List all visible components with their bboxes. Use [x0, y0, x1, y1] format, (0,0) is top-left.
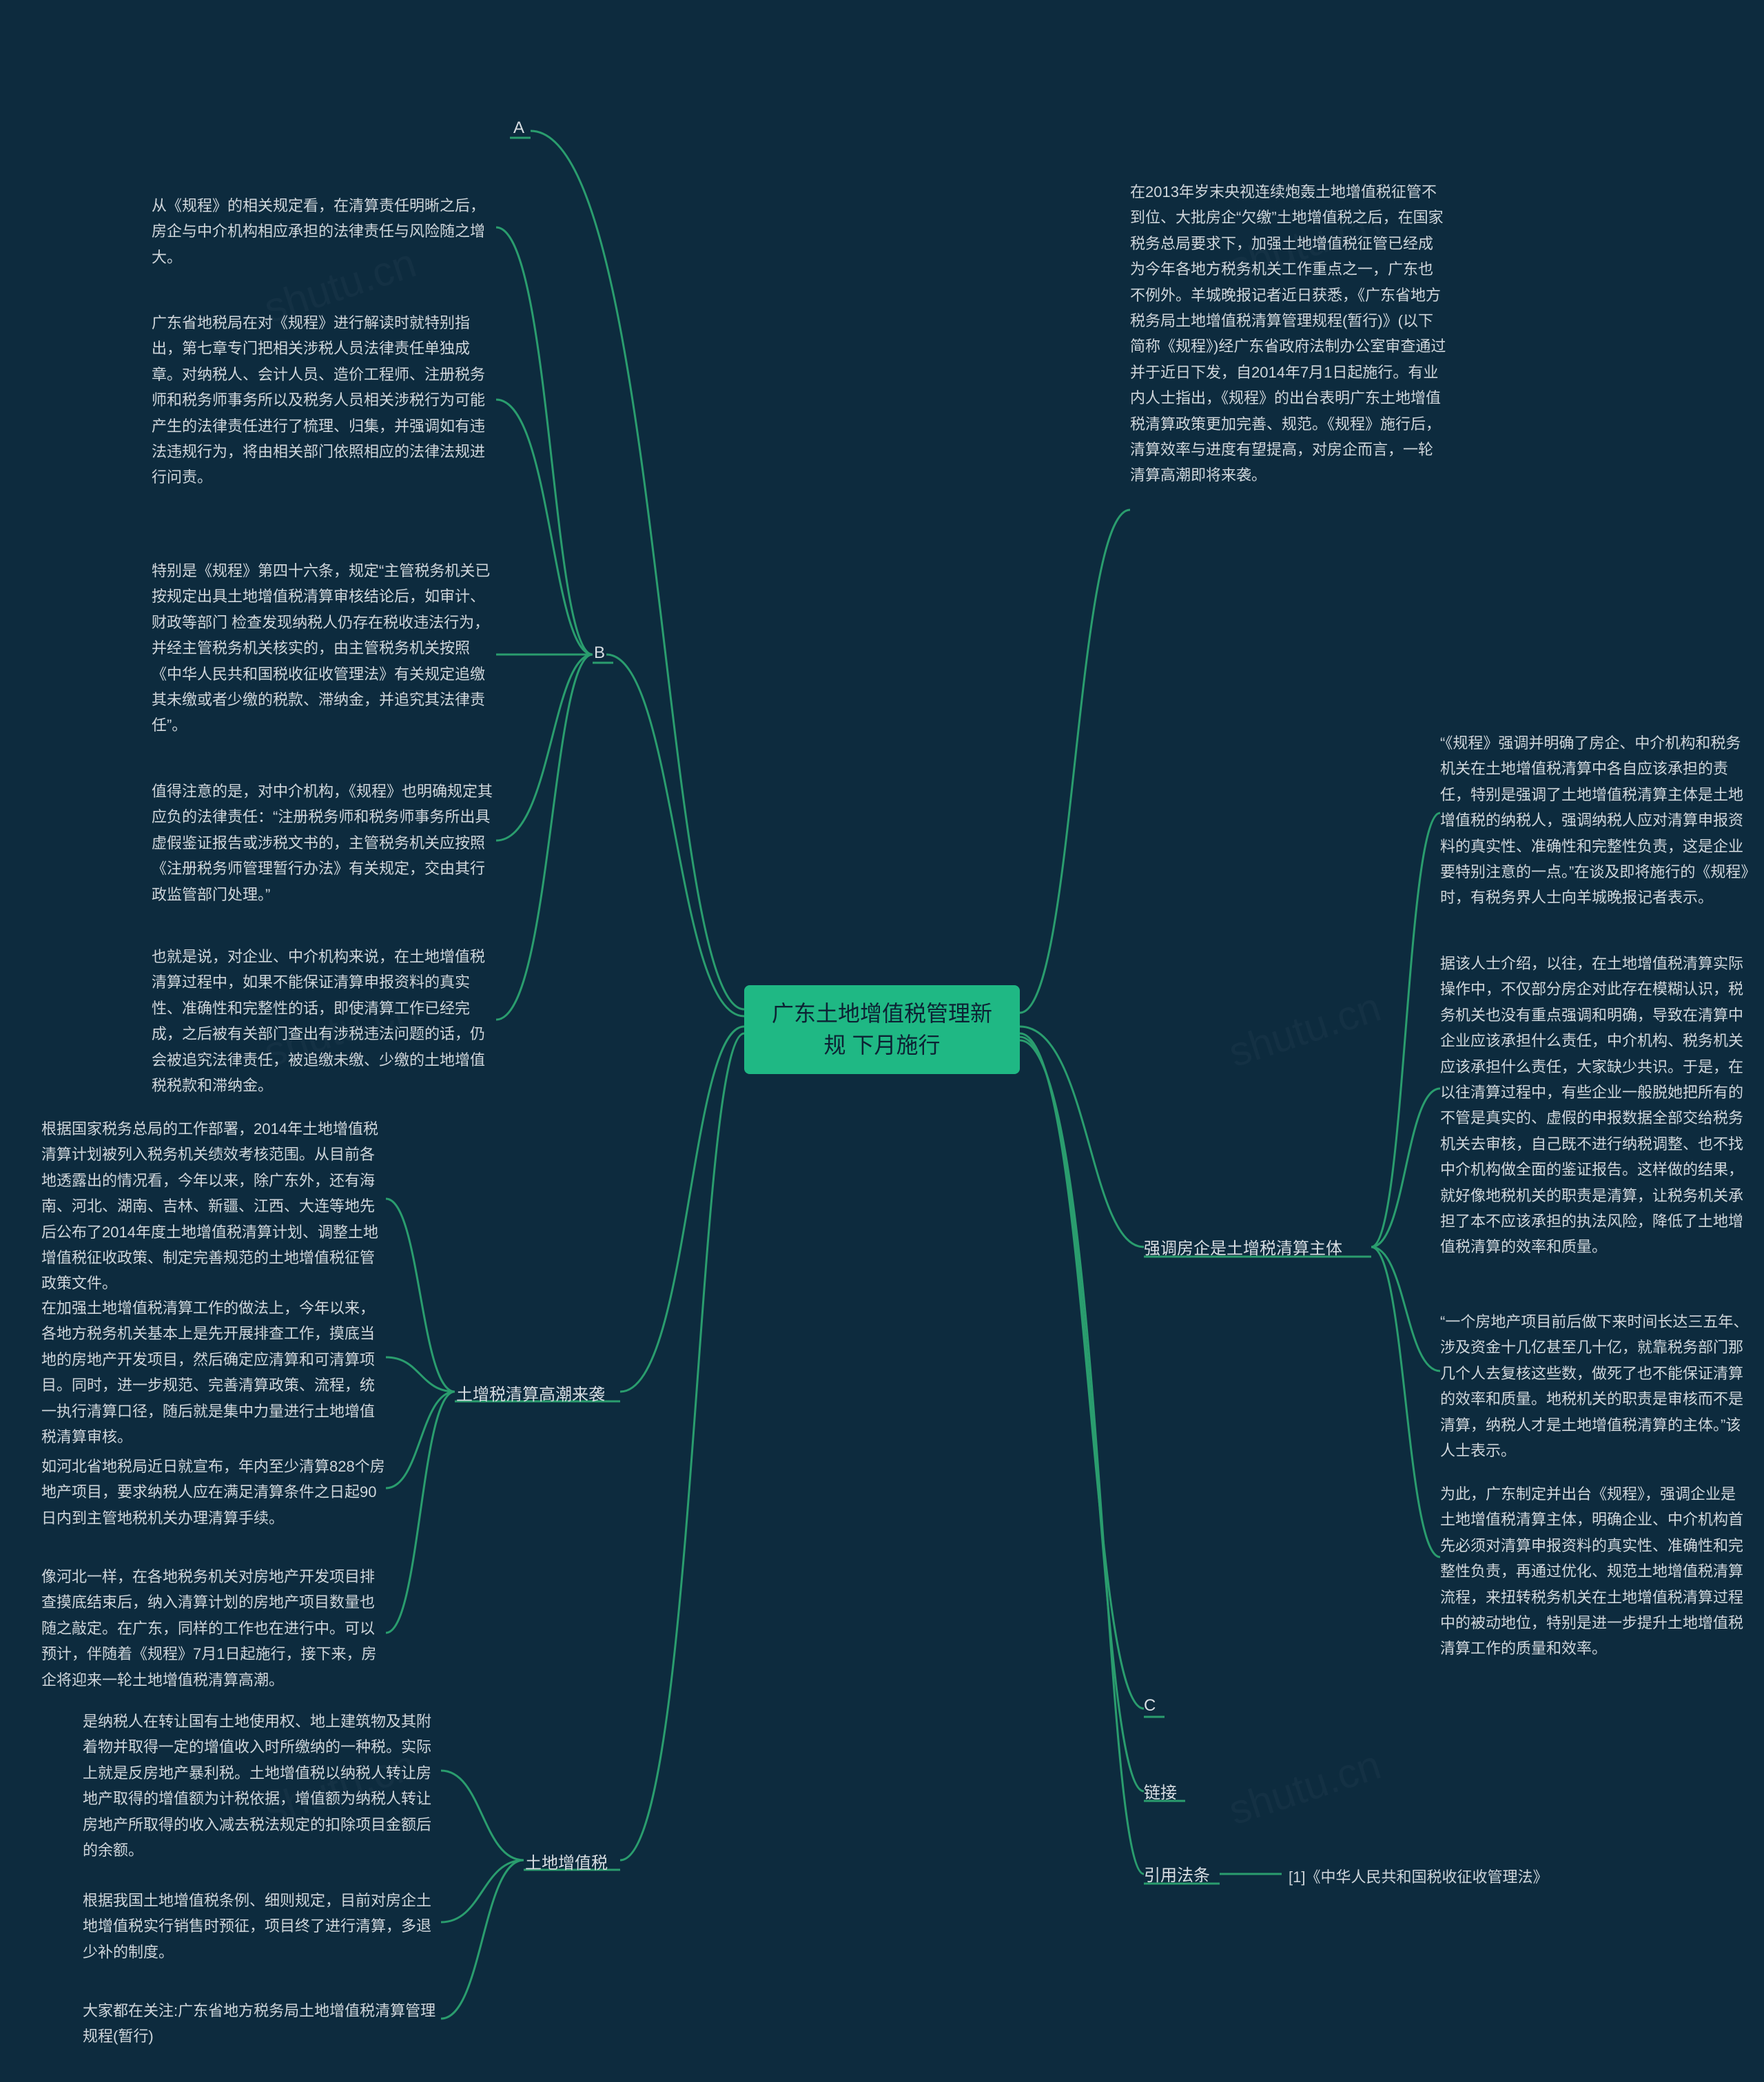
branch-link: 链接 — [1144, 1779, 1177, 1803]
b-item-2: 广东省地税局在对《规程》进行解读时就特别指出，第七章专门把相关涉税人员法律责任单… — [152, 310, 496, 491]
branch-b: B — [594, 643, 605, 663]
surge-item-3: 如河北省地税局近日就宣布，年内至少清算828个房地产项目，要求纳税人应在满足清算… — [41, 1454, 386, 1531]
b-item-1: 从《规程》的相关规定看，在清算责任明晰之后，房企与中介机构相应承担的法律责任与风… — [152, 193, 496, 270]
branch-a: A — [513, 118, 524, 138]
surge-item-4: 像河北一样，在各地税务机关对房地产开发项目排查摸底结束后，纳入清算计划的房地产项… — [41, 1564, 386, 1693]
watermark: shutu.cn — [1223, 1741, 1386, 1835]
watermark: shutu.cn — [1223, 983, 1386, 1077]
emphasis-item-1: “《规程》强调并明确了房企、中介机构和税务机关在土地增值税清算中各自应该承担的责… — [1440, 730, 1750, 911]
branch-c: C — [1144, 1696, 1156, 1715]
b-item-5: 也就是说，对企业、中介机构来说，在土地增值税清算过程中，如果不能保证清算申报资料… — [152, 944, 496, 1098]
center-topic: 广东土地增值税管理新规 下月施行 — [744, 985, 1020, 1074]
branch-surge: 土增税清算高潮来袭 — [456, 1381, 605, 1405]
intro-paragraph: 在2013年岁末央视连续炮轰土地增值税征管不到位、大批房企“欠缴”土地增值税之后… — [1130, 179, 1447, 488]
surge-item-1: 根据国家税务总局的工作部署，2014年土地增值税清算计划被列入税务机关绩效考核范… — [41, 1116, 386, 1297]
b-item-4: 值得注意的是，对中介机构，《规程》也明确规定其应负的法律责任：“注册税务师和税务… — [152, 779, 496, 907]
branch-tax: 土地增值税 — [525, 1849, 608, 1873]
branch-citation: 引用法条 — [1144, 1862, 1210, 1886]
surge-item-2: 在加强土地增值税清算工作的做法上，今年以来，各地方税务机关基本上是先开展排查工作… — [41, 1295, 386, 1450]
emphasis-item-4: 为此，广东制定并出台《规程》，强调企业是土地增值税清算主体，明确企业、中介机构首… — [1440, 1481, 1750, 1662]
tax-item-2: 根据我国土地增值税条例、细则规定，目前对房企土地增值税实行销售时预征，项目终了进… — [83, 1888, 441, 1965]
emphasis-item-2: 据该人士介绍，以往，在土地增值税清算实际操作中，不仅部分房企对此存在模糊认识，税… — [1440, 951, 1750, 1260]
tax-item-1: 是纳税人在转让国有土地使用权、地上建筑物及其附着物并取得一定的增值收入时所缴纳的… — [83, 1709, 441, 1863]
b-item-3: 特别是《规程》第四十六条，规定“主管税务机关已按规定出具土地增值税清算审核结论后… — [152, 558, 496, 739]
tax-item-3: 大家都在关注:广东省地方税务局土地增值税清算管理规程(暂行) — [83, 1998, 441, 2050]
branch-emphasis: 强调房企是土增税清算主体 — [1144, 1235, 1342, 1259]
citation-text: [1]《中华人民共和国税收征收管理法》 — [1289, 1864, 1548, 1890]
emphasis-item-3: “一个房地产项目前后做下来时间长达三五年、涉及资金十几亿甚至几十亿，就靠税务部门… — [1440, 1309, 1750, 1463]
